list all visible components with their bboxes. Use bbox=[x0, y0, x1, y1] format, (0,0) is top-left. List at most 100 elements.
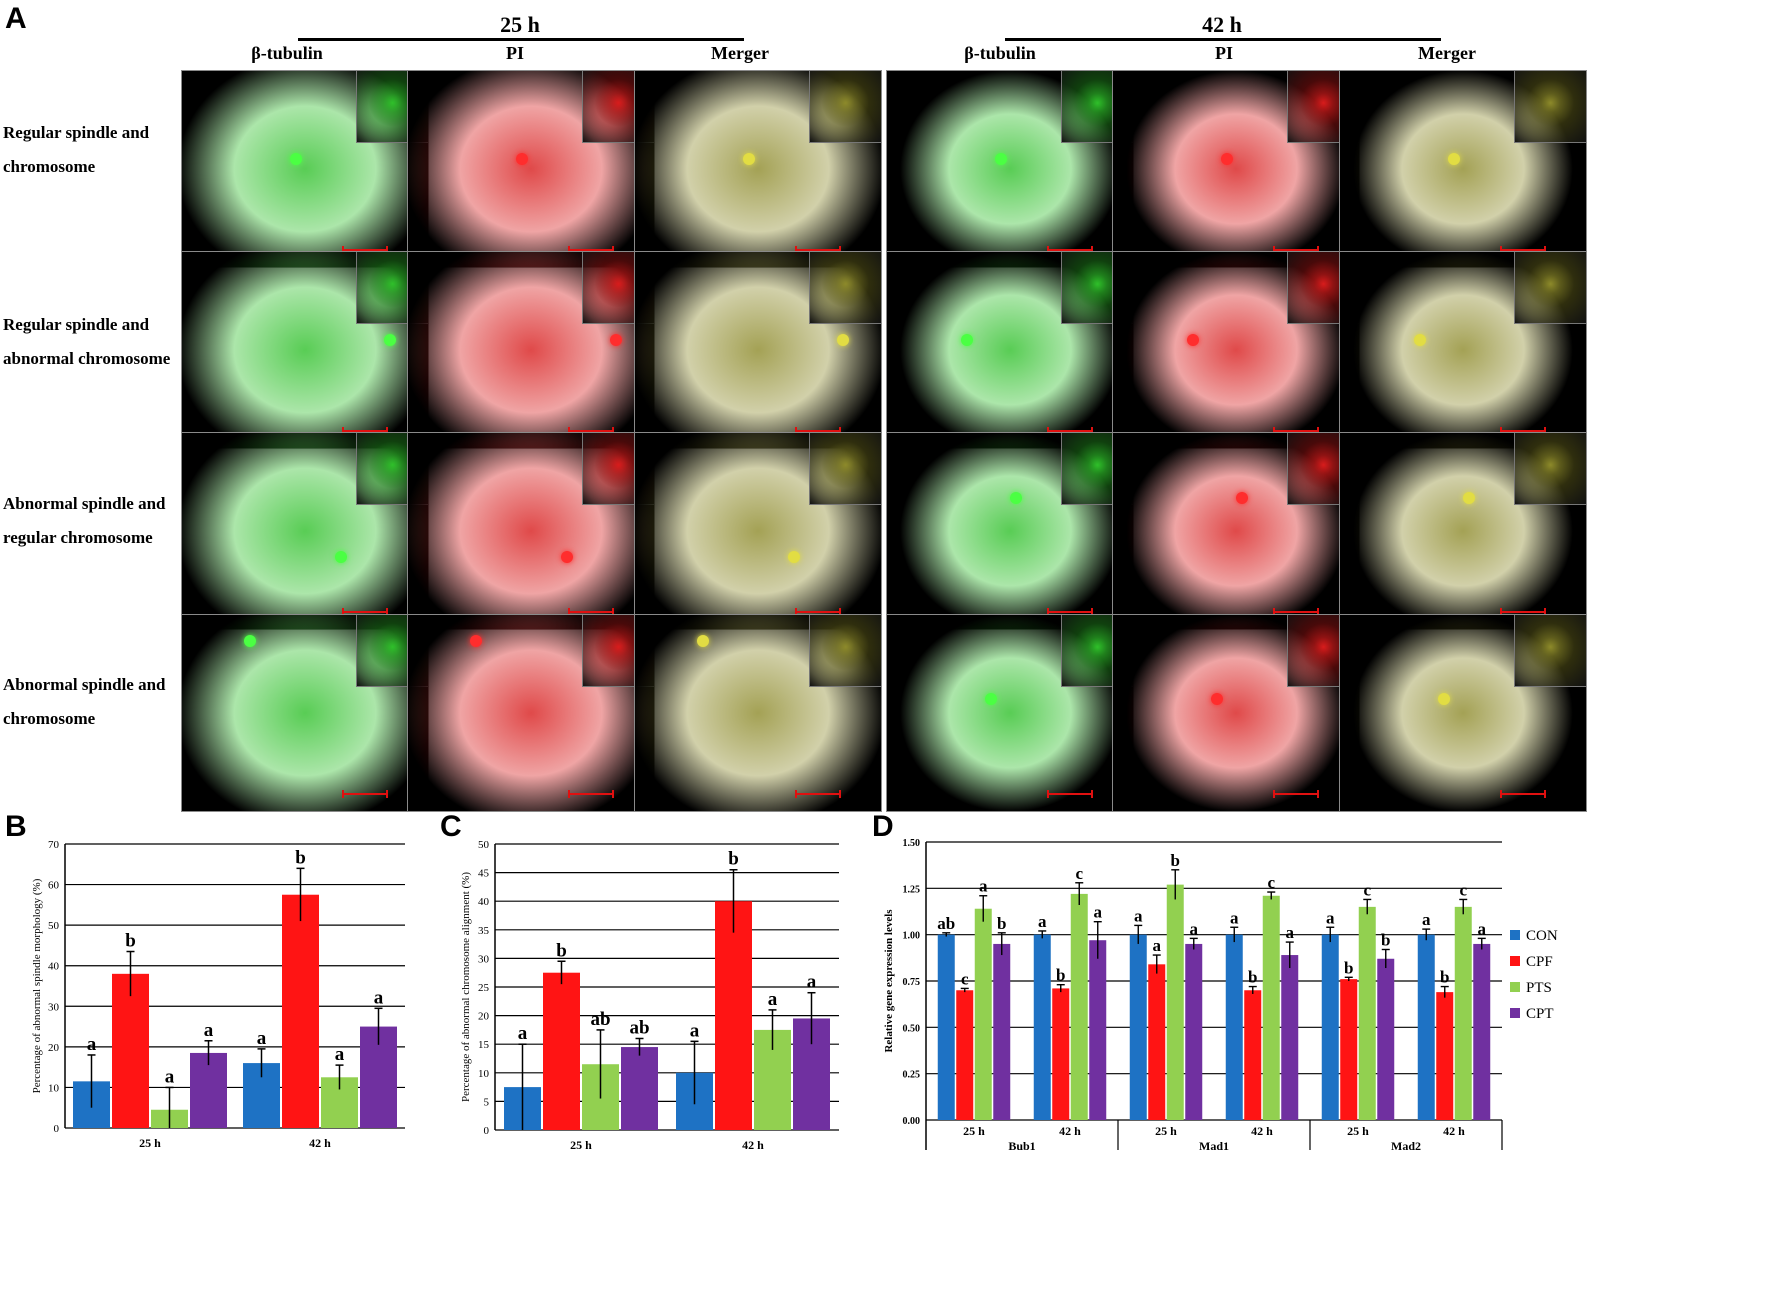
scale-bar bbox=[1273, 608, 1319, 616]
scale-bar bbox=[795, 427, 841, 435]
scale-bar bbox=[1273, 427, 1319, 435]
chart-d-bar bbox=[1281, 955, 1299, 1120]
chart-c-ytick-label: 5 bbox=[484, 1096, 490, 1108]
scale-bar bbox=[1047, 427, 1093, 435]
chart-d-legend-swatch bbox=[1510, 1008, 1520, 1018]
chart-d: 0.00 0.25 0.50 0.75 1.00 1.25 1.50 Relative gen… bbox=[870, 830, 1570, 1160]
col-head-tubulin-42h: β-tubulin bbox=[964, 43, 1036, 63]
chromosome-spot bbox=[743, 153, 756, 166]
chart-d-ytick-label: 1.50 bbox=[903, 838, 921, 849]
chart-d-bar bbox=[1185, 943, 1203, 1120]
chromosome-spot bbox=[1186, 334, 1199, 347]
chart-d-bar bbox=[1225, 934, 1243, 1120]
chart-b-sig-letter: a bbox=[374, 987, 384, 1008]
micrograph-pi-42h-row3 bbox=[1112, 432, 1360, 630]
time-group-25h-line bbox=[298, 38, 744, 41]
chart-c-sig-letter: b bbox=[556, 940, 567, 961]
scale-bar bbox=[568, 608, 614, 616]
micrograph-pi-42h-row4 bbox=[1112, 614, 1360, 812]
scale-bar bbox=[342, 790, 388, 798]
chart-c-ytick-label: 35 bbox=[478, 925, 490, 937]
micrograph-tubulin-25h-row2 bbox=[181, 251, 429, 449]
chart-b-category-label: 42 h bbox=[309, 1136, 331, 1150]
scale-bar bbox=[342, 608, 388, 616]
chart-c-sig-letter: a bbox=[807, 972, 817, 993]
chart-d-sig-letter: a bbox=[1094, 903, 1103, 922]
chart-d-bar bbox=[1417, 934, 1435, 1120]
chart-d-bar bbox=[1244, 990, 1262, 1120]
chart-c-category-label: 25 h bbox=[570, 1138, 592, 1152]
row-label-3: Abnormal spindle and regular chromosome bbox=[3, 487, 193, 555]
micrograph-tubulin-42h-row3 bbox=[886, 432, 1134, 630]
chart-c-sig-letter: b bbox=[728, 849, 739, 870]
chart-d-bar bbox=[1166, 884, 1184, 1120]
chart-b-ytick-label: 20 bbox=[48, 1042, 60, 1054]
chart-d-sig-letter: a bbox=[1038, 912, 1047, 931]
chart-c-ytick-label: 20 bbox=[478, 1011, 490, 1023]
zoom-inset bbox=[1514, 71, 1586, 143]
chart-c-ytick-label: 45 bbox=[478, 868, 490, 880]
micrograph-pi-25h-row1 bbox=[407, 70, 655, 268]
row-label-2-line2: abnormal chromosome bbox=[3, 349, 171, 368]
chart-c-category-label: 42 h bbox=[742, 1138, 764, 1152]
chromosome-spot bbox=[1221, 153, 1234, 166]
time-group-25h: 25 h bbox=[500, 12, 540, 37]
row-label-1-line2: chromosome bbox=[3, 157, 96, 176]
chart-c-ytick-label: 0 bbox=[484, 1125, 490, 1137]
scale-bar bbox=[1500, 608, 1546, 616]
chart-d-bar bbox=[1129, 934, 1147, 1120]
chart-d-sig-letter: a bbox=[1153, 936, 1162, 955]
micrograph-pi-25h-row3 bbox=[407, 432, 655, 630]
chart-c-ylabel: Percentage of abnormal chromosome alignm… bbox=[460, 872, 472, 1102]
chart-d-sig-letter: c bbox=[1363, 880, 1371, 899]
micrograph-merger-25h-row4 bbox=[634, 614, 882, 812]
micrograph-merger-42h-row3 bbox=[1339, 432, 1587, 630]
panel-a-letter: A bbox=[5, 2, 27, 35]
panel-c-letter: C bbox=[440, 810, 462, 843]
chart-d-ytick-label: 0.00 bbox=[903, 1116, 921, 1127]
chart-c-ytick-label: 10 bbox=[478, 1068, 490, 1080]
scale-bar bbox=[795, 790, 841, 798]
chromosome-spot bbox=[560, 550, 573, 563]
col-head-pi-25h: PI bbox=[506, 43, 524, 63]
chart-d-bar bbox=[993, 943, 1011, 1120]
micrograph-tubulin-42h-row4 bbox=[886, 614, 1134, 812]
chart-c-ytick-label: 15 bbox=[478, 1039, 490, 1051]
micrograph-tubulin-42h-row1 bbox=[886, 70, 1134, 268]
chart-d-gene-label: Bub1 bbox=[1008, 1139, 1035, 1153]
chart-d-bar bbox=[1052, 988, 1070, 1120]
zoom-inset bbox=[1514, 252, 1586, 324]
chart-d-category-label: 42 h bbox=[1443, 1124, 1465, 1138]
chart-d-sig-letter: b bbox=[1344, 958, 1353, 977]
chart-d-legend-label: CPF bbox=[1526, 954, 1553, 970]
chart-d-bar bbox=[937, 934, 955, 1120]
chart-d-category-label: 25 h bbox=[963, 1124, 985, 1138]
chart-b-bar bbox=[112, 973, 149, 1128]
row-label-4-line2: chromosome bbox=[3, 709, 96, 728]
chromosome-spot bbox=[960, 334, 973, 347]
chart-d-sig-letter: a bbox=[1422, 910, 1431, 929]
panel-d-letter: D bbox=[872, 810, 894, 843]
time-group-42h: 42 h bbox=[1202, 12, 1242, 37]
chart-d-bar bbox=[1262, 895, 1280, 1120]
chart-d-sig-letter: a bbox=[1286, 923, 1295, 942]
chart-b-bar bbox=[282, 894, 319, 1128]
col-head-merger-25h: Merger bbox=[711, 43, 769, 63]
chromosome-spot bbox=[1438, 693, 1451, 706]
chart-b-sig-letter: b bbox=[125, 931, 136, 952]
chart-b-category-label: 25 h bbox=[139, 1136, 161, 1150]
chart-b: 0 10 20 30 40 50 60 70 Percentage of abnormal sp… bbox=[0, 830, 430, 1160]
row-label-1-line1: Regular spindle and bbox=[3, 123, 150, 142]
micrograph-tubulin-25h-row1 bbox=[181, 70, 429, 268]
micrograph-pi-25h-row2 bbox=[407, 251, 655, 449]
chromosome-spot bbox=[516, 153, 529, 166]
chromosome-spot bbox=[1448, 153, 1461, 166]
chart-c-bar bbox=[621, 1047, 658, 1130]
chart-b-sig-letter: a bbox=[204, 1020, 214, 1041]
micrograph-tubulin-42h-row2 bbox=[886, 251, 1134, 449]
chromosome-spot bbox=[1413, 334, 1426, 347]
chart-c-ytick-label: 25 bbox=[478, 982, 490, 994]
col-head-merger-42h: Merger bbox=[1418, 43, 1476, 63]
zoom-inset bbox=[809, 71, 881, 143]
chromosome-spot bbox=[334, 550, 347, 563]
